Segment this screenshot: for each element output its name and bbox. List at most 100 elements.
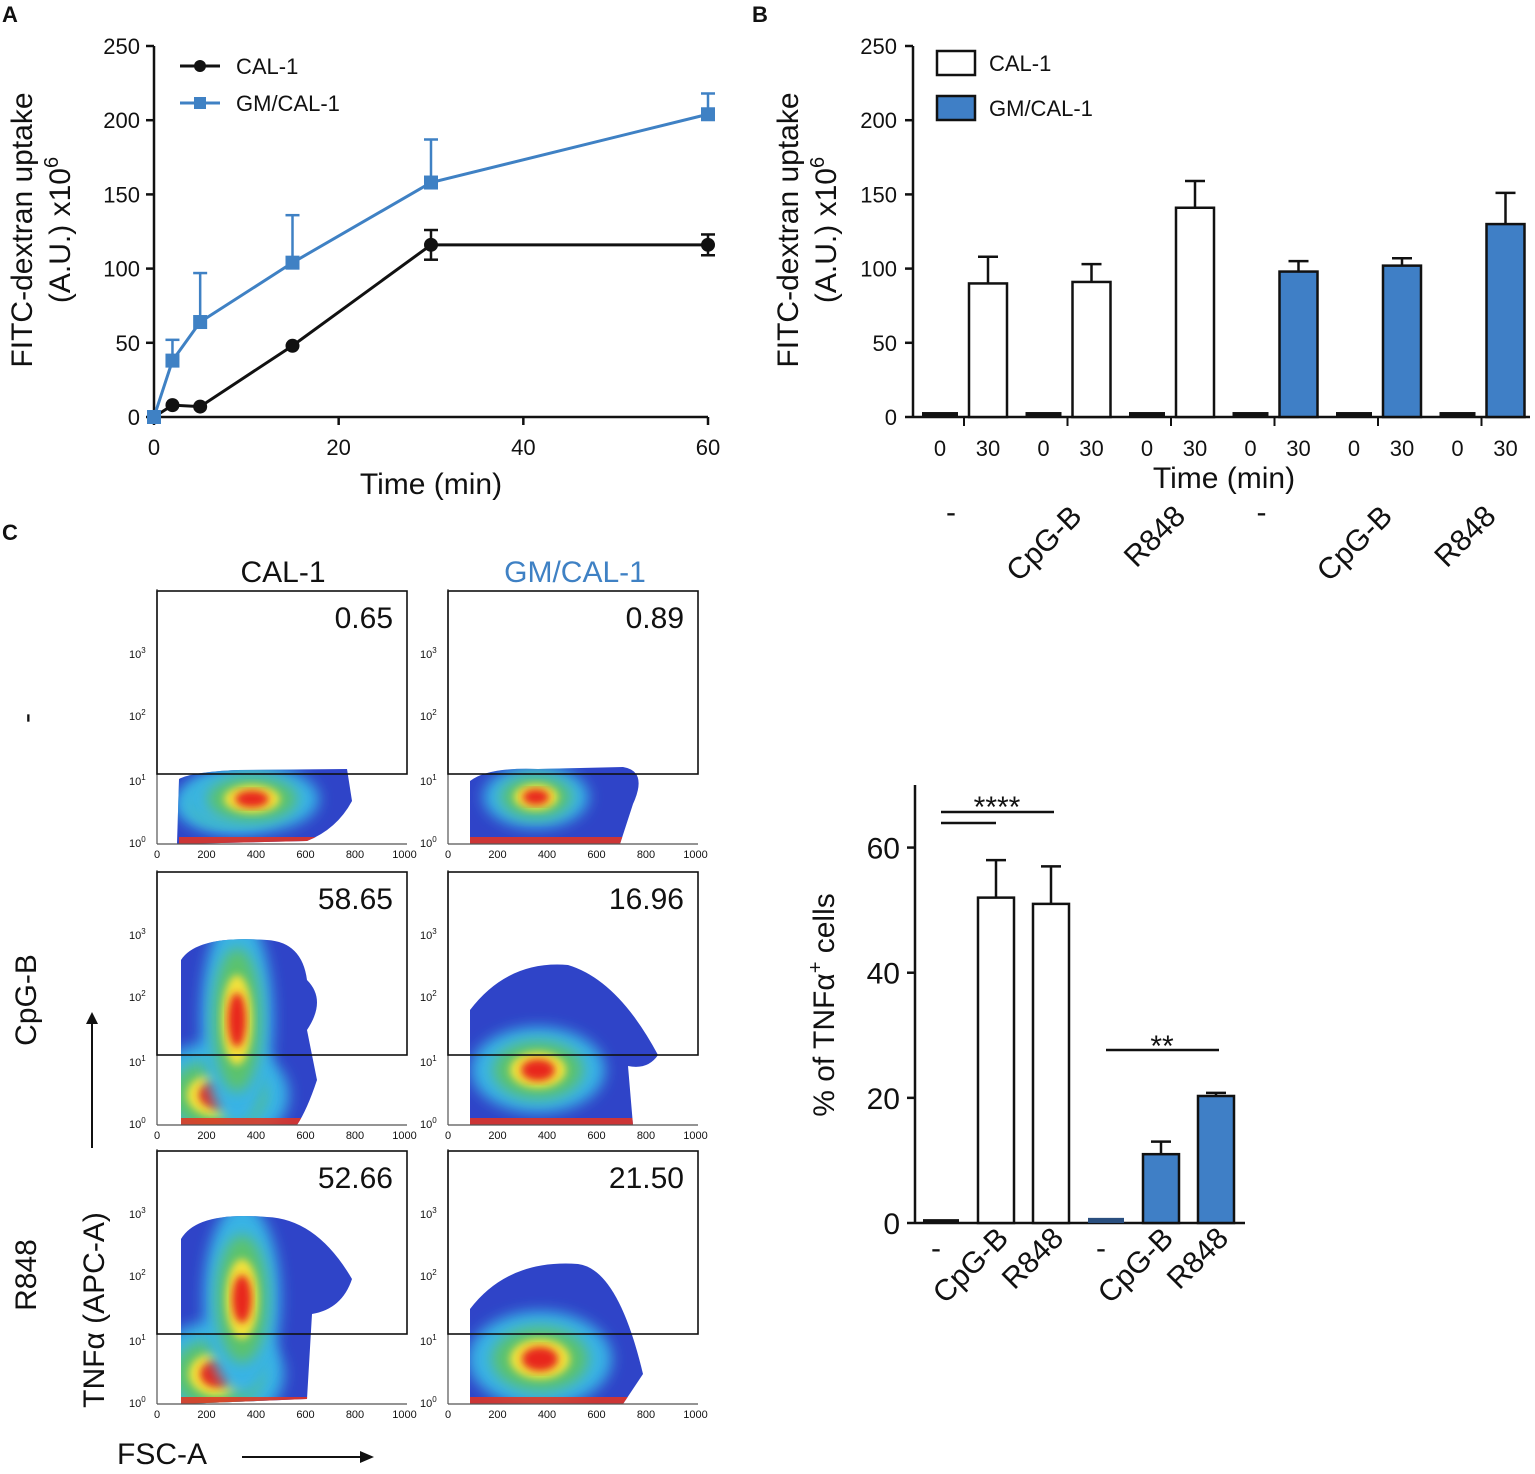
flow-y-tick-label: 103 xyxy=(420,1206,437,1221)
panel-label-a: A xyxy=(2,2,18,27)
gate-percentage: 16.96 xyxy=(609,883,684,916)
chart-c-annotations: ****** xyxy=(941,791,1219,1063)
density-baseline xyxy=(470,837,639,844)
gate-box xyxy=(447,871,699,1056)
flow-x-tick-label: 400 xyxy=(538,1409,556,1421)
flow-x-tick-label: 200 xyxy=(488,1130,506,1142)
bar xyxy=(1025,412,1062,417)
flow-x-arrowhead xyxy=(360,1451,374,1463)
svg-text:(A.U.) x106: (A.U.) x106 xyxy=(41,157,77,303)
flow-col-title-gm: GM/CAL-1 xyxy=(504,556,646,589)
chart-a-y-label: FITC-dextran uptake xyxy=(6,92,39,367)
density-red xyxy=(232,1275,252,1323)
group-label: CpG-B xyxy=(1311,500,1399,588)
bar xyxy=(1336,412,1372,417)
chart-c-bars xyxy=(923,858,1236,1225)
density-layers xyxy=(470,767,639,844)
density-red xyxy=(228,993,246,1047)
time-tick-label: 30 xyxy=(976,436,1000,461)
group-label: R848 xyxy=(1118,500,1192,574)
flow-x-tick-label: 600 xyxy=(587,1130,605,1142)
flow-x-tick-label: 200 xyxy=(197,1409,215,1421)
legend-swatch-cal1 xyxy=(935,49,977,77)
chart-c-y-ticks: 0 20 40 60 xyxy=(867,833,915,1241)
y-tick-label: 0 xyxy=(128,405,140,430)
flow-x-tick-label: 0 xyxy=(154,1409,160,1421)
density-baseline xyxy=(470,1118,650,1125)
density-baseline xyxy=(181,1118,317,1125)
bar xyxy=(922,412,958,417)
flow-plot: 0.89 100 101 102 103 0 200 400 600 800 1000 xyxy=(420,589,708,861)
bar xyxy=(976,896,1016,1225)
time-tick-label: 0 xyxy=(1451,436,1463,461)
density-baseline xyxy=(470,1397,643,1404)
bar xyxy=(1141,1152,1181,1225)
flow-y-tick-label: 100 xyxy=(129,1116,146,1131)
x-tick-label: 60 xyxy=(696,435,720,460)
flow-y-tick-label: 101 xyxy=(420,1333,437,1348)
flow-x-tick-label: 400 xyxy=(247,849,265,861)
flow-x-tick-label: 1000 xyxy=(392,1409,416,1421)
y-tick-label: 250 xyxy=(103,34,140,59)
significance-label: ** xyxy=(1150,1030,1174,1063)
flow-x-tick-label: 0 xyxy=(445,1130,451,1142)
flow-x-tick-label: 200 xyxy=(197,1130,215,1142)
chart-b-y-label-exponent: 6 xyxy=(807,157,829,168)
flow-x-tick-label: 600 xyxy=(296,1130,314,1142)
flow-y-tick-label: 100 xyxy=(129,835,146,850)
bar xyxy=(1381,264,1423,419)
chart-c-y-label-suffix: cells xyxy=(808,893,841,961)
flow-x-tick-label: 0 xyxy=(154,849,160,861)
legend-label-cal1: CAL-1 xyxy=(989,51,1051,76)
flow-x-tick-label: 200 xyxy=(488,849,506,861)
chart-c-y-label-sup: + xyxy=(805,962,827,974)
chart-a-y-label-units: (A.U.) x10 xyxy=(44,168,77,303)
chart-b-bars xyxy=(922,179,1526,419)
data-point xyxy=(165,398,180,413)
flow-y-tick-label: 100 xyxy=(420,835,437,850)
flow-y-tick-label: 102 xyxy=(129,989,146,1004)
density-red xyxy=(522,789,550,805)
flow-x-tick-label: 0 xyxy=(154,1130,160,1142)
chart-b-y-label-units: (A.U.) x10 xyxy=(810,168,843,303)
time-tick-label: 0 xyxy=(934,436,946,461)
data-point xyxy=(701,107,715,122)
group-label: - xyxy=(1257,496,1267,529)
time-tick-label: 30 xyxy=(1493,436,1517,461)
flow-y-tick-label: 102 xyxy=(420,1268,437,1283)
flow-x-tick-label: 600 xyxy=(296,849,314,861)
y-tick-label: 40 xyxy=(867,958,900,991)
category-label: R848 xyxy=(996,1222,1070,1296)
flow-y-tick-label: 101 xyxy=(420,1054,437,1069)
group-label: R848 xyxy=(1428,500,1502,574)
gate-percentage: 58.65 xyxy=(318,883,393,916)
chart-b-x-label: Time (min) xyxy=(1153,462,1295,495)
bar xyxy=(1088,1217,1124,1223)
gate-box xyxy=(156,1150,408,1335)
density-baseline xyxy=(179,837,352,844)
bar xyxy=(923,1219,959,1223)
density-layers xyxy=(470,1026,650,1125)
bar xyxy=(1071,280,1112,419)
bar xyxy=(1485,222,1526,419)
gate-box xyxy=(156,871,408,1056)
flow-x-tick-label: 600 xyxy=(296,1409,314,1421)
x-tick-label: 20 xyxy=(326,435,350,460)
time-tick-label: 0 xyxy=(1244,436,1256,461)
data-point xyxy=(424,175,438,190)
significance-label: **** xyxy=(974,791,1021,824)
y-tick-label: 50 xyxy=(873,331,897,356)
bar xyxy=(1031,902,1071,1225)
chart-a-x-label: Time (min) xyxy=(360,468,502,501)
data-point xyxy=(147,410,161,424)
chart-a-y-label-exponent: 6 xyxy=(41,157,63,168)
flow-x-tick-label: 800 xyxy=(346,849,364,861)
bar xyxy=(1129,412,1165,417)
flow-plot: 21.50 100 101 102 103 0 200 400 600 800 1000 xyxy=(420,1149,708,1421)
y-tick-label: 50 xyxy=(116,331,140,356)
density-layers xyxy=(177,769,352,844)
gate-box xyxy=(156,590,408,775)
